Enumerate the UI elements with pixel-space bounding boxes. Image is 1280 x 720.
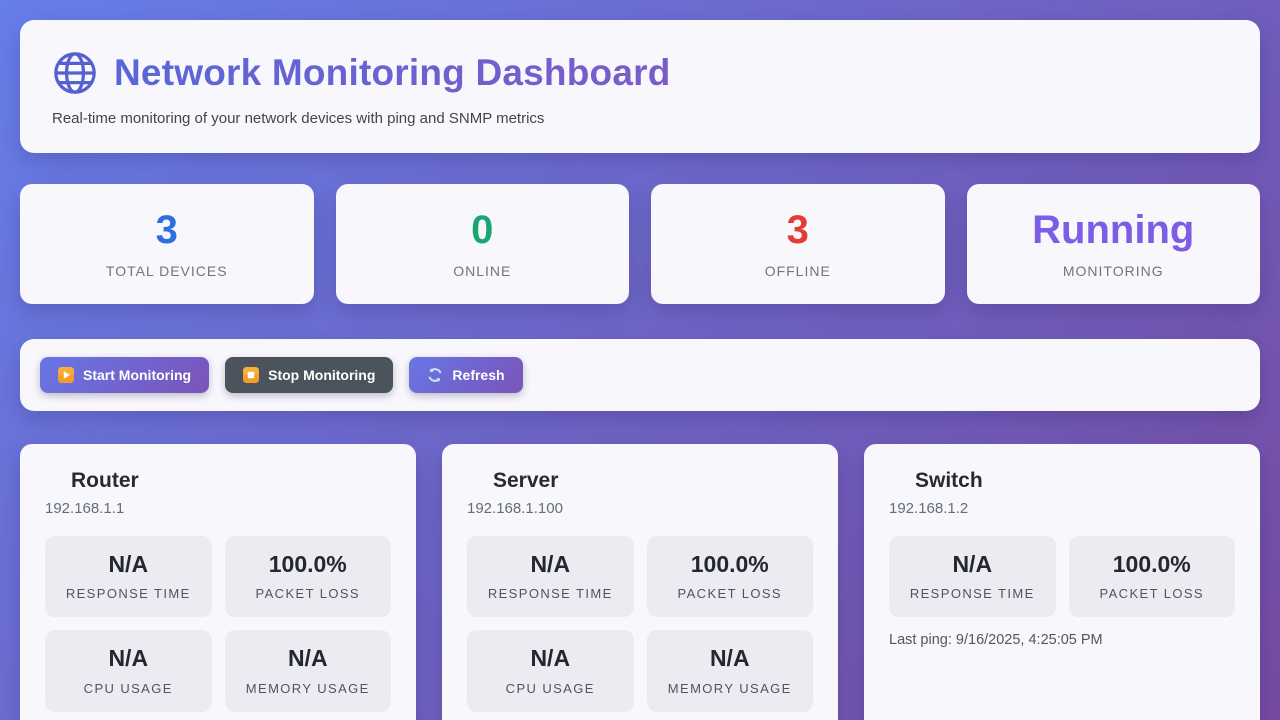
device-card-switch: Switch 192.168.1.2 N/A RESPONSE TIME 100… xyxy=(864,444,1260,720)
device-status-indicator xyxy=(45,474,71,488)
globe-icon xyxy=(52,50,98,96)
offline-value: 3 xyxy=(786,207,809,252)
metric-value: N/A xyxy=(287,645,328,672)
metric-label: PACKET LOSS xyxy=(677,586,782,602)
online-value: 0 xyxy=(471,207,494,252)
metric-label: PACKET LOSS xyxy=(1099,586,1204,602)
stat-card-offline: 3 OFFLINE xyxy=(651,184,945,304)
stop-monitoring-label: Stop Monitoring xyxy=(268,367,376,383)
device-name-text: Server xyxy=(493,469,559,492)
device-status-indicator xyxy=(467,474,493,488)
metric-label: CPU USAGE xyxy=(83,680,173,696)
metric-value: N/A xyxy=(108,645,149,672)
device-ip: 192.168.1.1 xyxy=(45,500,125,517)
metric-value: 100.0% xyxy=(1112,551,1191,577)
metric-packet-loss: 100.0% PACKET LOSS xyxy=(1068,536,1235,618)
device-name: Switch xyxy=(889,469,1235,493)
metric-label: RESPONSE TIME xyxy=(65,586,191,602)
last-ping: Last ping: 9/16/2025, 4:25:05 PM xyxy=(889,632,1103,649)
metric-value: 100.0% xyxy=(268,551,347,577)
metric-value: N/A xyxy=(952,551,993,577)
device-ip: 192.168.1.100 xyxy=(467,500,563,517)
offline-label: OFFLINE xyxy=(764,262,831,279)
device-status-indicator xyxy=(889,474,915,488)
metric-memory-usage: N/A MEMORY USAGE xyxy=(224,630,391,712)
device-name-text: Router xyxy=(71,469,139,492)
page-title: Network Monitoring Dashboard xyxy=(114,52,671,93)
stop-monitoring-button[interactable]: Stop Monitoring xyxy=(225,357,394,393)
online-label: ONLINE xyxy=(453,262,512,279)
metric-value: N/A xyxy=(108,551,149,577)
page-subtitle: Real-time monitoring of your network dev… xyxy=(52,110,545,127)
metric-cpu-usage: N/A CPU USAGE xyxy=(45,630,212,712)
monitoring-value: Running xyxy=(1032,207,1195,252)
stat-card-total-devices: 3 TOTAL DEVICES xyxy=(20,184,314,304)
metric-response-time: N/A RESPONSE TIME xyxy=(467,536,634,618)
play-icon xyxy=(58,367,74,383)
device-name: Router xyxy=(45,469,391,493)
device-metrics: N/A RESPONSE TIME 100.0% PACKET LOSS N/A… xyxy=(467,536,813,712)
device-name: Server xyxy=(467,469,813,493)
metric-value: N/A xyxy=(530,551,571,577)
metric-label: PACKET LOSS xyxy=(255,586,360,602)
monitoring-label: MONITORING xyxy=(1062,262,1164,279)
refresh-label: Refresh xyxy=(452,367,505,383)
metric-value: N/A xyxy=(530,645,571,672)
metric-packet-loss: 100.0% PACKET LOSS xyxy=(646,536,813,618)
device-card-router: Router 192.168.1.1 N/A RESPONSE TIME 100… xyxy=(20,444,416,720)
metric-cpu-usage: N/A CPU USAGE xyxy=(467,630,634,712)
total-devices-value: 3 xyxy=(155,207,178,252)
header-panel: Network Monitoring Dashboard Real-time m… xyxy=(20,20,1260,153)
device-grid: Router 192.168.1.1 N/A RESPONSE TIME 100… xyxy=(20,444,1260,720)
metric-value: 100.0% xyxy=(690,551,769,577)
device-card-server: Server 192.168.1.100 N/A RESPONSE TIME 1… xyxy=(442,444,838,720)
stats-row: 3 TOTAL DEVICES 0 ONLINE 3 OFFLINE Runni… xyxy=(20,184,1260,304)
metric-value: N/A xyxy=(709,645,750,672)
metric-label: RESPONSE TIME xyxy=(909,586,1035,602)
metric-label: CPU USAGE xyxy=(505,680,595,696)
stat-card-monitoring: Running MONITORING xyxy=(966,184,1260,304)
device-name-text: Switch xyxy=(915,469,983,492)
device-ip: 192.168.1.2 xyxy=(889,500,969,517)
stop-icon xyxy=(243,367,260,383)
metric-packet-loss: 100.0% PACKET LOSS xyxy=(224,536,391,618)
refresh-icon xyxy=(427,367,443,383)
metric-label: MEMORY USAGE xyxy=(667,680,792,696)
start-monitoring-label: Start Monitoring xyxy=(83,367,192,383)
metric-label: MEMORY USAGE xyxy=(245,680,370,696)
start-monitoring-button[interactable]: Start Monitoring xyxy=(40,357,210,393)
stat-card-online: 0 ONLINE xyxy=(335,184,629,304)
metric-label: RESPONSE TIME xyxy=(487,586,613,602)
device-metrics: N/A RESPONSE TIME 100.0% PACKET LOSS N/A… xyxy=(45,536,391,712)
refresh-button[interactable]: Refresh xyxy=(409,357,523,393)
total-devices-label: TOTAL DEVICES xyxy=(105,262,228,279)
metric-memory-usage: N/A MEMORY USAGE xyxy=(646,630,813,712)
controls-panel: Start Monitoring Stop Monitoring xyxy=(20,339,1260,411)
device-metrics: N/A RESPONSE TIME 100.0% PACKET LOSS xyxy=(889,536,1235,618)
metric-response-time: N/A RESPONSE TIME xyxy=(889,536,1056,618)
metric-response-time: N/A RESPONSE TIME xyxy=(45,536,212,618)
